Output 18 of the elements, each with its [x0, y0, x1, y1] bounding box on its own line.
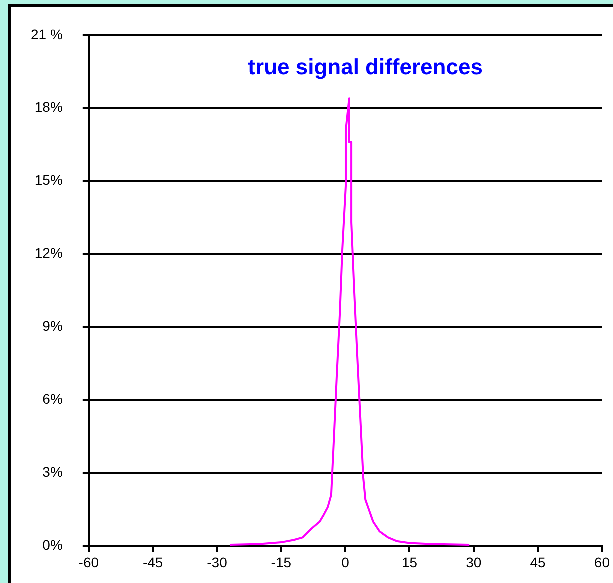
text: true signal differences: [248, 54, 483, 80]
x-tick-label: 45: [530, 554, 546, 570]
y-tick-label: 21 %: [30, 26, 63, 42]
x-tick-label: 15: [402, 554, 418, 570]
x-tick-label: -45: [142, 554, 164, 570]
y-tick-label: 12%: [34, 245, 63, 262]
x-tick-label: -15: [271, 554, 292, 570]
y-tick-label: 6%: [42, 391, 63, 408]
y-tick-label: 9%: [42, 318, 63, 334]
x-tick-label: -30: [207, 554, 228, 570]
y-tick-label: 0%: [42, 537, 63, 554]
y-tick-label: 3%: [42, 464, 63, 480]
x-tick-label: -60: [78, 554, 100, 570]
x-tick-label: 0: [342, 554, 350, 570]
y-tick-label: 18%: [34, 99, 63, 116]
x-tick-label: 30: [466, 554, 482, 570]
y-tick-label: 15%: [34, 172, 63, 188]
x-tick-label: 60: [594, 554, 610, 570]
